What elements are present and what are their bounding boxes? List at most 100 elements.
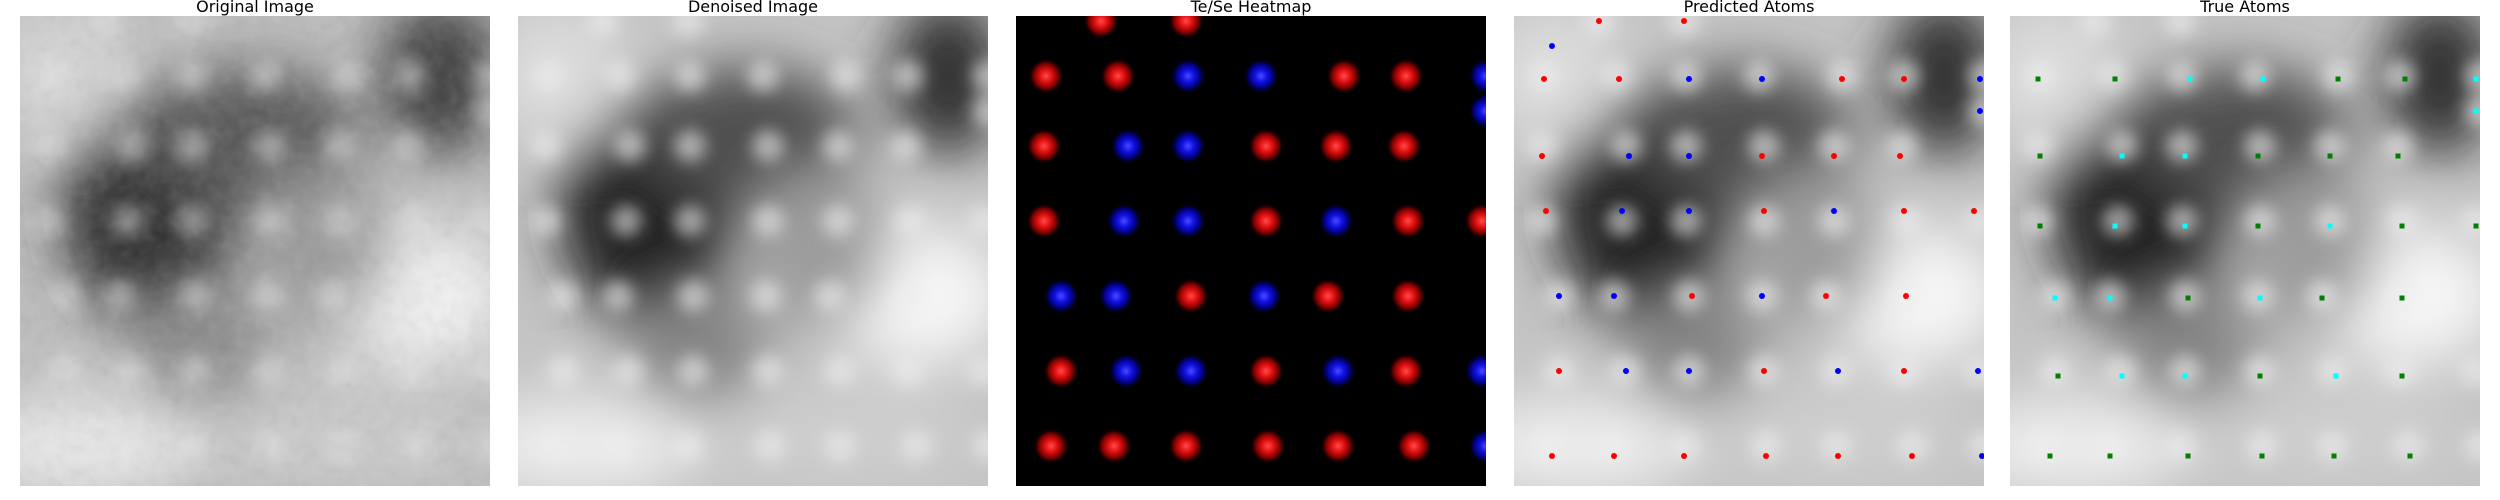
lattice-bump [2164,16,2196,37]
te-heatmap-blob [1248,353,1284,389]
lattice-bump [530,130,562,162]
true-se-atom [2257,295,2263,301]
lattice-bump [2092,430,2124,462]
predicted-se-atom [1556,293,1562,299]
true-te-atom [2395,153,2401,159]
lattice-bump [1890,205,1922,237]
lattice-bump [1968,60,1984,92]
predicted-se-atom [1977,76,1983,82]
lattice-bump [677,280,709,312]
se-heatmap-blob [1170,203,1206,239]
lattice-bump [1968,95,1984,127]
lattice-bump [2024,60,2056,92]
lattice-bump [672,16,704,37]
lattice-bump [2239,60,2271,92]
lattice-bump [1596,430,1628,462]
lattice-bump [2314,205,2346,237]
lattice-bump [822,130,854,162]
lattice-bump [968,355,988,387]
true-te-atom [2473,223,2479,229]
lattice-bump [2039,355,2071,387]
lattice-bump [1533,430,1565,462]
predicted-atoms-panel: Predicted Atoms [1514,0,1984,486]
lattice-bump [752,205,784,237]
se-heatmap-blob [1173,353,1209,389]
true-te-atom [2185,453,2191,459]
lattice-bump [537,430,569,462]
lattice-bump [587,16,619,37]
predicted-te-atom [1901,208,1907,214]
true-te-atom [2055,373,2061,379]
lattice-bump [2382,130,2414,162]
lattice-bump [2106,130,2138,162]
true-se-atom [2333,373,2339,379]
true-te-atom [2402,76,2408,82]
lattice-bump [2392,430,2424,462]
true-te-atom [2335,76,2341,82]
lattice-bump [894,205,926,237]
lattice-bump [674,130,706,162]
lattice-bump [814,280,846,312]
true-atoms-image [2010,16,2480,486]
lattice-bump [2316,355,2348,387]
predicted-te-atom [1759,153,1765,159]
te-heatmap-blob [1388,353,1424,389]
predicted-se-atom [1611,293,1617,299]
lattice-bump [2316,430,2348,462]
true-se-atom [2473,76,2479,82]
true-te-atom [2327,153,2333,159]
lattice-bump [2164,430,2196,462]
true-se-atom [2182,373,2188,379]
lattice-bump [1748,205,1780,237]
lattice-bump [1526,130,1558,162]
lattice-bump [1668,16,1700,37]
predicted-te-atom [1763,453,1769,459]
te-heatmap-blob [1390,278,1426,314]
predicted-te-atom [1681,18,1687,24]
predicted-te-atom [1903,293,1909,299]
predicted-te-atom [1761,208,1767,214]
denoised-image-panel: Denoised Image [518,0,988,486]
lattice-bump [754,430,786,462]
te-heatmap-blob [1168,16,1204,39]
predicted-te-atom [1761,368,1767,374]
se-heatmap-blob [1170,128,1206,164]
lattice-bump [1748,130,1780,162]
lattice-bump [1600,60,1632,92]
lattice-bump [1896,430,1928,462]
se-heatmap-blob [1098,278,1134,314]
predicted-se-atom [1549,43,1555,49]
se-heatmap-blob [1243,58,1279,94]
se-heatmap-blob [1246,278,1282,314]
se-heatmap-blob [1318,203,1354,239]
lattice-bump [530,205,562,237]
se-heatmap-blob [1320,353,1356,389]
original-image-title: Original Image [196,0,314,16]
te-se-heatmap [1016,16,1486,486]
se-heatmap-blob [1110,128,1146,164]
true-atoms-panel: True Atoms [2010,0,2480,486]
predicted-se-atom [1831,208,1837,214]
lattice-bump [1670,205,1702,237]
predicted-te-atom [1897,153,1903,159]
se-heatmap-blob [1170,58,1206,94]
true-te-atom [2407,453,2413,459]
lattice-bump [2244,205,2276,237]
lattice-bump [2244,130,2276,162]
se-heatmap-blob [1464,353,1486,389]
original-image-panel: Original Image [20,0,490,486]
lattice-bump [2166,130,2198,162]
lattice-bump [1670,60,1702,92]
lattice-bump [674,205,706,237]
lattice-bump [2079,16,2111,37]
lattice-bump [2022,205,2054,237]
predicted-te-atom [1616,76,1622,82]
te-heatmap-blob [1248,128,1284,164]
predicted-atoms-title: Predicted Atoms [1683,0,1815,16]
te-heatmap-blob [1033,428,1069,464]
te-heatmap-blob [1173,278,1209,314]
lattice-bump [894,280,926,312]
predicted-se-atom [1975,368,1981,374]
te-heatmap-blob [1318,128,1354,164]
lattice-bump [972,60,988,92]
